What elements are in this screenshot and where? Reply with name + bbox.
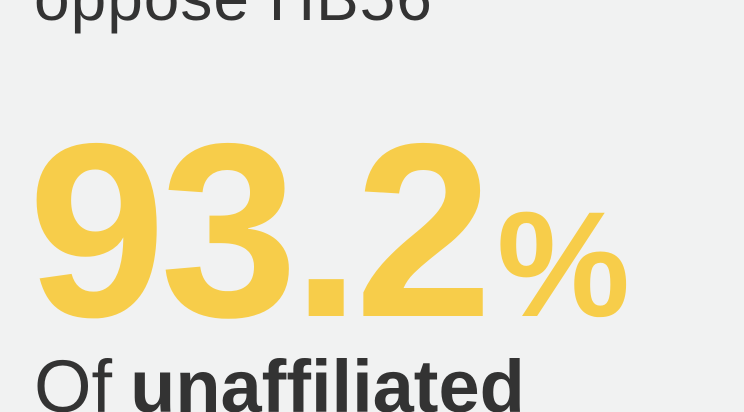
- caption-emphasis: unaffiliated: [130, 345, 525, 412]
- caption-lead: Of: [34, 345, 113, 412]
- stat: 93.2%: [28, 91, 630, 369]
- stat-number: 93.2: [28, 91, 487, 369]
- stat-unit: %: [497, 180, 630, 348]
- caption: Of unaffiliated: [34, 345, 525, 412]
- heading: oppose HB56: [34, 0, 433, 34]
